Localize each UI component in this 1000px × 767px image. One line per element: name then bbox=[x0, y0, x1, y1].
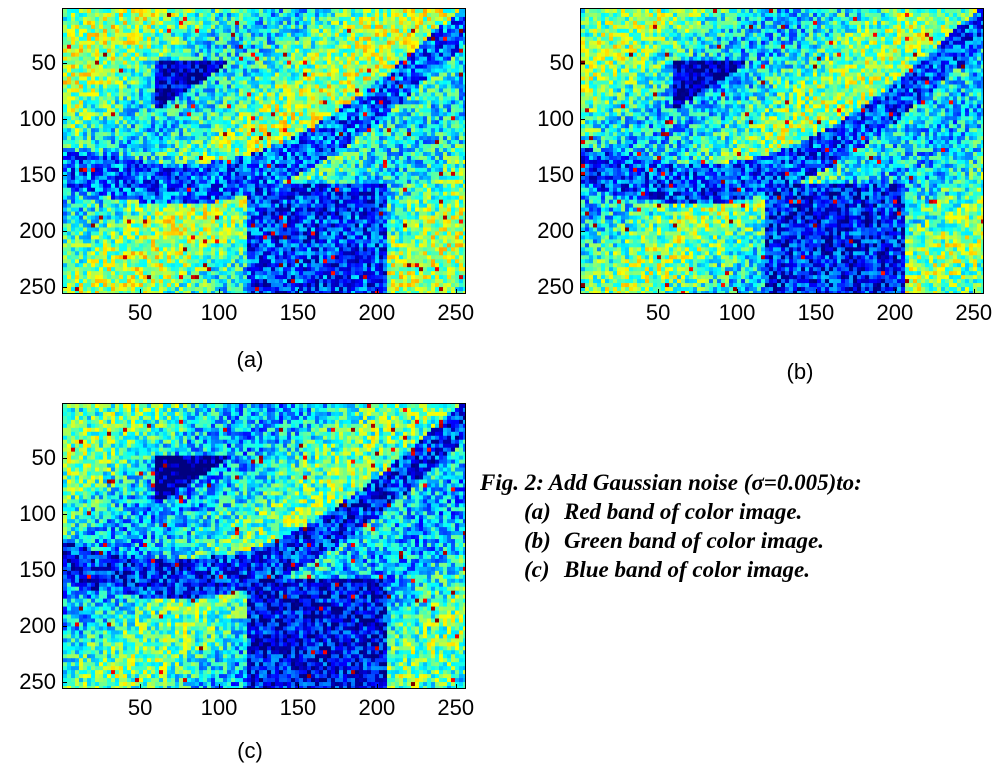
y-tick-mark bbox=[62, 625, 67, 627]
caption-title: Fig. 2: Add Gaussian noise (σ=0.005)to: bbox=[480, 468, 862, 497]
x-tick-mark bbox=[219, 289, 221, 294]
x-tick-label: 150 bbox=[786, 302, 846, 324]
x-tick-mark bbox=[140, 684, 142, 689]
x-tick-mark bbox=[297, 289, 299, 294]
x-tick-label: 150 bbox=[268, 697, 328, 719]
x-tick-label: 150 bbox=[268, 302, 328, 324]
y-tick-label: 50 bbox=[524, 52, 574, 74]
x-tick-label: 250 bbox=[426, 302, 486, 324]
heatmap-image bbox=[63, 404, 465, 688]
caption-item-text: Red band of color image. bbox=[564, 499, 802, 524]
x-tick-label: 100 bbox=[189, 697, 249, 719]
caption-item-c: (c) Blue band of color image. bbox=[480, 555, 862, 584]
y-tick-mark bbox=[580, 230, 585, 232]
y-tick-mark bbox=[62, 681, 67, 683]
y-tick-mark bbox=[62, 570, 67, 572]
x-tick-mark bbox=[140, 289, 142, 294]
x-tick-mark bbox=[455, 684, 457, 689]
y-tick-mark bbox=[62, 63, 67, 65]
y-tick-mark bbox=[62, 175, 67, 177]
y-tick-label: 100 bbox=[6, 108, 56, 130]
x-tick-label: 50 bbox=[110, 697, 170, 719]
y-tick-label: 250 bbox=[524, 275, 574, 298]
heatmap-image bbox=[581, 9, 983, 293]
y-tick-mark bbox=[580, 63, 585, 65]
y-tick-label: 150 bbox=[524, 164, 574, 186]
x-tick-mark bbox=[455, 289, 457, 294]
x-tick-label: 50 bbox=[110, 302, 170, 324]
y-tick-mark bbox=[62, 458, 67, 460]
subcaption-b: (b) bbox=[770, 359, 830, 385]
y-tick-label: 100 bbox=[524, 108, 574, 130]
y-tick-mark bbox=[580, 286, 585, 288]
x-tick-mark bbox=[973, 289, 975, 294]
image-plot-b bbox=[580, 8, 984, 294]
x-tick-label: 250 bbox=[426, 697, 486, 719]
caption-item-tag: (b) bbox=[524, 526, 564, 555]
y-tick-mark bbox=[580, 119, 585, 121]
x-tick-mark bbox=[376, 289, 378, 294]
subcaption-a: (a) bbox=[220, 347, 280, 373]
y-tick-mark bbox=[62, 286, 67, 288]
x-tick-label: 250 bbox=[944, 302, 1000, 324]
y-tick-label: 150 bbox=[6, 164, 56, 186]
x-tick-mark bbox=[376, 684, 378, 689]
y-tick-mark bbox=[62, 514, 67, 516]
y-tick-label: 50 bbox=[6, 447, 56, 469]
figure-caption: Fig. 2: Add Gaussian noise (σ=0.005)to: … bbox=[480, 468, 862, 584]
y-tick-mark bbox=[62, 119, 67, 121]
y-tick-label: 250 bbox=[6, 275, 56, 298]
caption-item-text: Green band of color image. bbox=[564, 528, 824, 553]
x-tick-label: 200 bbox=[347, 697, 407, 719]
caption-item-text: Blue band of color image. bbox=[564, 557, 810, 582]
x-tick-label: 50 bbox=[628, 302, 688, 324]
y-tick-label: 250 bbox=[6, 670, 56, 693]
y-tick-label: 200 bbox=[6, 614, 56, 637]
x-tick-mark bbox=[815, 289, 817, 294]
subcaption-c: (c) bbox=[220, 738, 280, 764]
y-tick-label: 50 bbox=[6, 52, 56, 74]
x-tick-label: 100 bbox=[189, 302, 249, 324]
caption-item-a: (a) Red band of color image. bbox=[480, 497, 862, 526]
y-tick-label: 200 bbox=[524, 219, 574, 242]
y-tick-mark bbox=[62, 230, 67, 232]
x-tick-mark bbox=[737, 289, 739, 294]
image-plot-c bbox=[62, 403, 466, 689]
caption-item-tag: (a) bbox=[524, 497, 564, 526]
y-tick-label: 150 bbox=[6, 559, 56, 581]
x-tick-label: 200 bbox=[347, 302, 407, 324]
caption-item-tag: (c) bbox=[524, 555, 564, 584]
image-plot-a bbox=[62, 8, 466, 294]
y-tick-label: 100 bbox=[6, 503, 56, 525]
x-tick-mark bbox=[219, 684, 221, 689]
x-tick-mark bbox=[658, 289, 660, 294]
x-tick-label: 100 bbox=[707, 302, 767, 324]
x-tick-label: 200 bbox=[865, 302, 925, 324]
y-tick-mark bbox=[580, 175, 585, 177]
x-tick-mark bbox=[297, 684, 299, 689]
caption-item-b: (b) Green band of color image. bbox=[480, 526, 862, 555]
x-tick-mark bbox=[894, 289, 896, 294]
y-tick-label: 200 bbox=[6, 219, 56, 242]
heatmap-image bbox=[63, 9, 465, 293]
